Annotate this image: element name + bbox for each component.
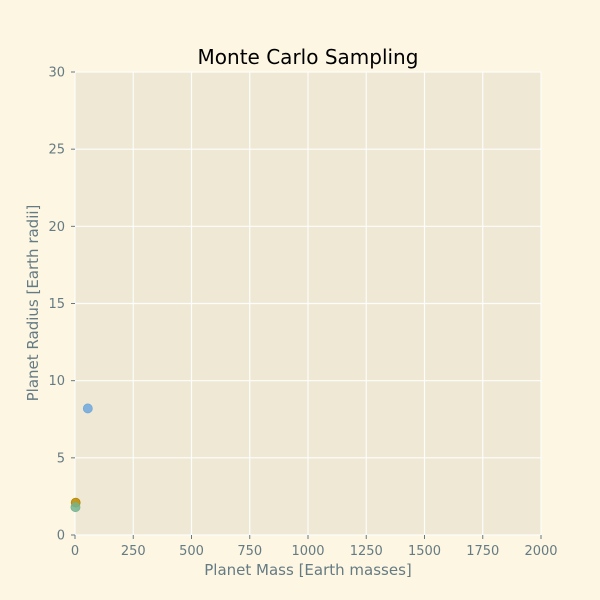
data-point bbox=[70, 502, 81, 513]
x-tick-label: 1500 bbox=[408, 544, 441, 559]
x-tick-label: 0 bbox=[71, 544, 79, 559]
y-tick-label: 20 bbox=[48, 220, 65, 235]
y-tick-label: 0 bbox=[57, 529, 65, 544]
x-tick-label: 750 bbox=[237, 544, 262, 559]
data-points bbox=[70, 403, 93, 513]
x-tick-label: 1750 bbox=[466, 544, 499, 559]
x-axis-label: Planet Mass [Earth masses] bbox=[204, 561, 412, 579]
y-tick-label: 25 bbox=[48, 143, 65, 158]
y-axis-label: Planet Radius [Earth radii] bbox=[24, 205, 42, 402]
x-tick-label: 1000 bbox=[291, 544, 324, 559]
x-tick-label: 500 bbox=[179, 544, 204, 559]
y-tick-label: 15 bbox=[48, 297, 65, 312]
y-tick-label: 10 bbox=[48, 374, 65, 389]
y-tick-label: 30 bbox=[48, 66, 65, 81]
data-point bbox=[82, 403, 93, 414]
x-tick-label: 1250 bbox=[350, 544, 383, 559]
x-tick-label: 250 bbox=[121, 544, 146, 559]
x-axis-ticks: 0 250 500 750 1000 1250 1500 1750 2000 bbox=[71, 535, 558, 559]
y-axis-ticks: 0 5 10 15 20 25 30 bbox=[48, 66, 75, 544]
x-tick-label: 2000 bbox=[524, 544, 557, 559]
chart-title: Monte Carlo Sampling bbox=[198, 45, 419, 69]
y-tick-label: 5 bbox=[57, 451, 65, 466]
